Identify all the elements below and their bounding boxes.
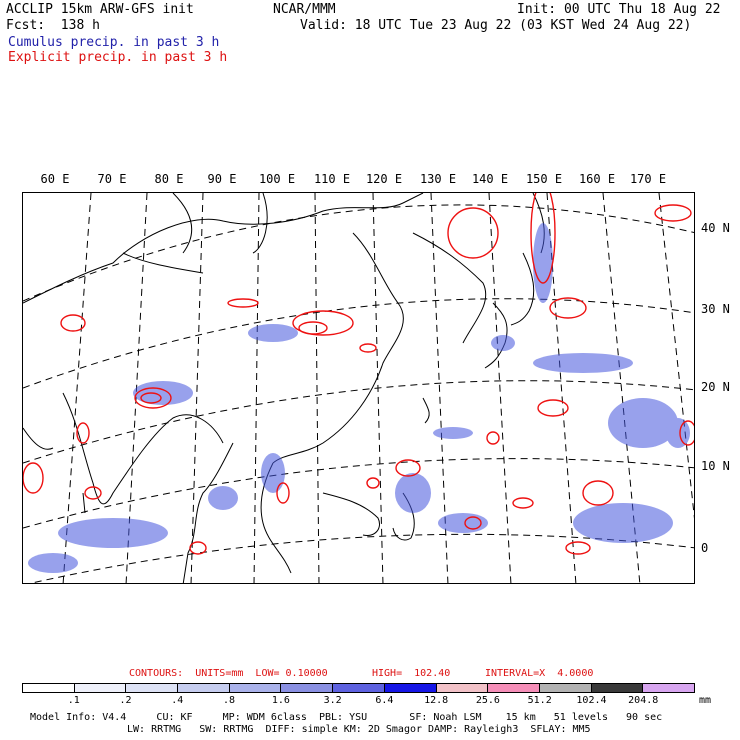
lon-label: 140 E [471, 172, 509, 186]
parallel-40N [23, 204, 694, 302]
colorbar-tick: 1.6 [271, 695, 290, 706]
valid-time: Valid: 18 UTC Tue 23 Aug 22 (03 KST Wed … [300, 18, 692, 33]
org-label: NCAR/MMM [273, 2, 336, 17]
colorbar-swatch [126, 684, 179, 692]
colorbar-tick: 12.8 [424, 695, 449, 706]
contours-interval: INTERVAL=X 4.0000 [485, 668, 594, 679]
lon-label: 170 E [629, 172, 667, 186]
init-time: Init: 00 UTC Thu 18 Aug 22 [517, 2, 721, 17]
model-title: ACCLIP 15km ARW-GFS init [6, 2, 194, 17]
lat-label: 40 N [701, 221, 730, 235]
colorbar-swatch [591, 684, 644, 692]
colorbar-swatch [281, 684, 334, 692]
lat-label: 30 N [701, 302, 730, 316]
lat-label: 0 [701, 541, 709, 555]
meridian-140E [488, 193, 512, 583]
colorbar-tick: .4 [171, 695, 184, 706]
meridian-110E [314, 193, 320, 583]
parallel-10N [23, 458, 694, 529]
meridian-120E [372, 193, 384, 583]
lon-label: 160 E [578, 172, 616, 186]
colorbar-tick: 25.6 [475, 695, 500, 706]
colorbar-tick: 3.2 [323, 695, 342, 706]
precip-map [22, 192, 695, 584]
parallel-20N [23, 380, 694, 464]
lat-label: 20 N [701, 380, 730, 394]
lon-label: 80 E [154, 172, 184, 186]
colorbar-tick: .8 [223, 695, 236, 706]
meridian-70E [62, 193, 92, 583]
colorbar-swatch [539, 684, 592, 692]
colorbar-swatch [23, 684, 75, 692]
cumulus-legend: Cumulus precip. in past 3 h [8, 35, 220, 50]
lon-label: 70 E [97, 172, 127, 186]
model-info-line2: LW: RRTMG SW: RRTMG DIFF: simple KM: 2D … [127, 724, 591, 735]
colorbar-swatch [643, 684, 694, 692]
meridian-170E [658, 193, 694, 519]
explicit-precip [23, 193, 694, 555]
colorbar-swatch [333, 684, 385, 692]
explicit-legend: Explicit precip. in past 3 h [8, 50, 228, 65]
lon-label: 110 E [313, 172, 351, 186]
meridian-100E [253, 193, 260, 583]
colorbar-swatch [488, 684, 540, 692]
parallel-30N [23, 298, 694, 389]
colorbar-swatch [436, 684, 489, 692]
map-canvas [23, 193, 694, 583]
colorbar-swatch [74, 684, 127, 692]
colorbar-swatch [229, 684, 282, 692]
contours-high: HIGH= 102.40 [372, 668, 451, 679]
lon-label: 130 E [419, 172, 457, 186]
colorbar-swatch [178, 684, 230, 692]
lon-label: 120 E [365, 172, 403, 186]
colorbar-tick: .2 [119, 695, 132, 706]
colorbar-tick: 51.2 [527, 695, 552, 706]
colorbar-swatch [384, 684, 437, 692]
meridian-90E [190, 193, 204, 583]
lat-label: 10 N [701, 459, 730, 473]
lon-label: 60 E [40, 172, 70, 186]
lon-label: 150 E [525, 172, 563, 186]
lon-label: 100 E [258, 172, 296, 186]
cumulus-precip [28, 223, 690, 573]
precip-colorbar [22, 683, 695, 693]
colorbar-tick: 204.8 [628, 695, 659, 706]
colorbar-tick: 6.4 [375, 695, 394, 706]
colorbar-unit: mm [699, 695, 712, 706]
forecast-hour: Fcst: 138 h [6, 18, 100, 33]
contours-info: CONTOURS: UNITS=mm LOW= 0.10000 [129, 668, 328, 679]
lon-label: 90 E [207, 172, 237, 186]
colorbar-tick: .1 [67, 695, 80, 706]
model-info-line1: Model Info: V4.4 CU: KF MP: WDM 6class P… [30, 712, 663, 723]
colorbar-tick: 102.4 [576, 695, 607, 706]
